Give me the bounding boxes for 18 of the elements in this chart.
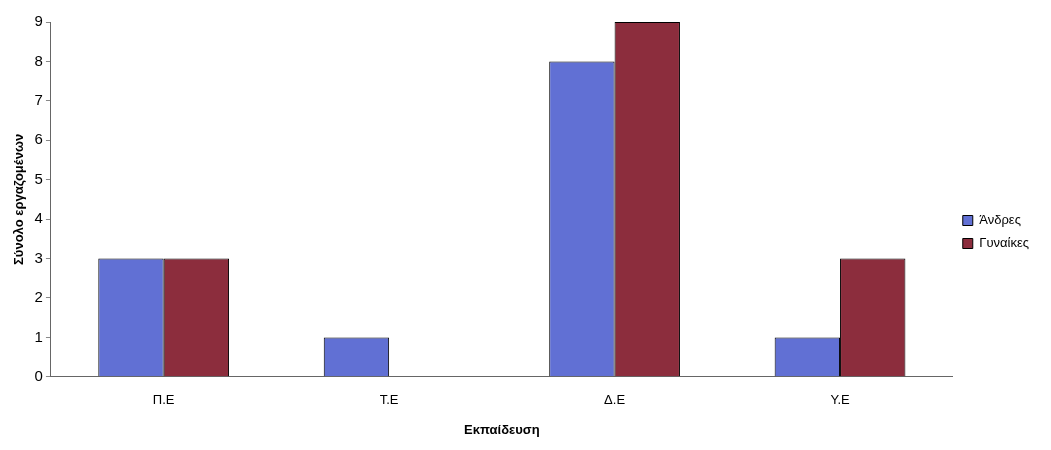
- legend-label: Γυναίκες: [979, 235, 1029, 251]
- y-tick-label: 3: [34, 248, 43, 266]
- y-tick-label: 6: [34, 130, 43, 148]
- x-tick-label: Π.Ε: [152, 392, 175, 408]
- y-tick-label: 1: [34, 327, 43, 345]
- y-axis-title: Σύνολο εργαζομένων: [11, 133, 27, 265]
- y-tick-label: 2: [34, 288, 43, 306]
- y-tick-label: 8: [34, 51, 43, 69]
- y-tick-label: 5: [34, 169, 43, 187]
- y-tick-label: 9: [34, 12, 43, 30]
- y-tick-label: 0: [34, 366, 43, 384]
- legend-label: Άνδρες: [979, 212, 1021, 228]
- x-tick-label: Τ.Ε: [379, 392, 399, 408]
- x-tick-label: Δ.Ε: [604, 392, 626, 408]
- x-tick-label: Υ.Ε: [830, 392, 851, 408]
- x-axis-title: Εκπαίδευση: [464, 421, 540, 437]
- y-tick-label: 7: [34, 90, 43, 108]
- y-tick-label: 4: [34, 209, 43, 227]
